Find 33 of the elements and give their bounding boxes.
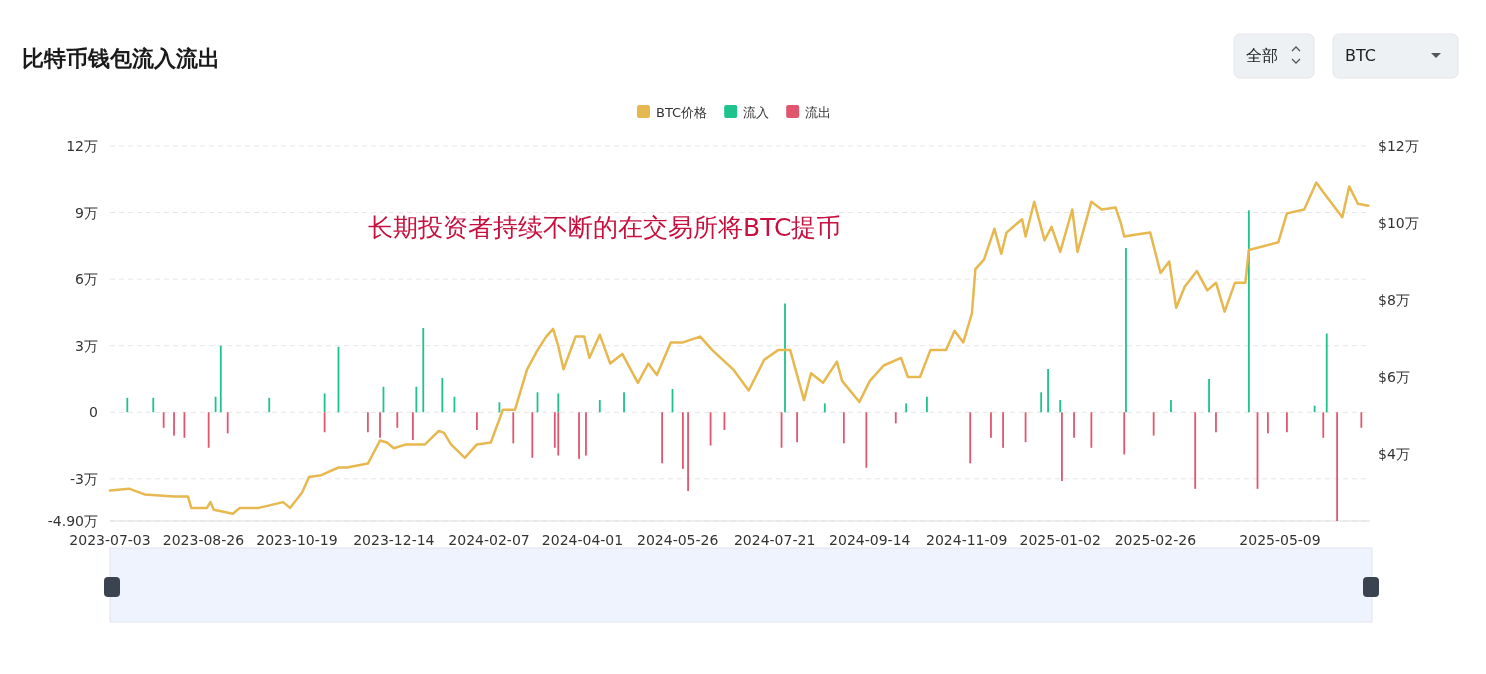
x-tick-label: 2023-07-03 (69, 532, 151, 548)
line-series (108, 181, 1370, 515)
x-tick-label: 2023-12-14 (353, 532, 435, 548)
y2-tick-label: $12万 (1378, 138, 1419, 154)
x-tick-label: 2024-02-07 (448, 532, 530, 548)
annotation: 长期投资者持续不断的在交易所将BTC提币 (368, 213, 842, 242)
x-tick-label: 2023-10-19 (256, 532, 338, 548)
y2-tick-label: $10万 (1378, 215, 1419, 231)
y2-tick-label: $4万 (1378, 446, 1410, 463)
control: BTC (1332, 33, 1459, 79)
y-tick-label: 0 (89, 404, 98, 421)
x-tick-label: 2025-01-02 (1019, 532, 1101, 548)
y-tick-label: -4.90万 (47, 513, 98, 529)
y-tick-label: 12万 (66, 138, 98, 154)
y-tick-label: 3万 (75, 337, 98, 354)
legend-label: 流出 (805, 105, 832, 120)
y-tick-label: 9万 (75, 204, 98, 221)
legend-label: BTC价格 (656, 105, 708, 120)
legend-label: 流入 (743, 105, 770, 120)
x-tick-label: 2023-08-26 (162, 532, 245, 548)
x-tick-label: 2024-11-09 (926, 532, 1008, 548)
control: 全部 (1233, 33, 1315, 79)
x-tick-label: 2024-09-14 (829, 532, 911, 548)
y-tick-label: -3万 (70, 470, 98, 487)
x-tick-label: 2024-04-01 (541, 532, 624, 548)
y2-tick-label: $6万 (1378, 369, 1410, 386)
chart-title: 比特币钱包流入流出 (22, 46, 220, 71)
x-tick-label: 2025-02-26 (1114, 532, 1197, 548)
x-tick-label: 2025-05-09 (1239, 532, 1321, 548)
y-tick-label: 6万 (75, 271, 98, 288)
x-tick-label: 2024-07-21 (733, 532, 816, 548)
x-tick-label: 2024-05-26 (637, 532, 719, 548)
y2-tick-label: $8万 (1378, 292, 1410, 308)
